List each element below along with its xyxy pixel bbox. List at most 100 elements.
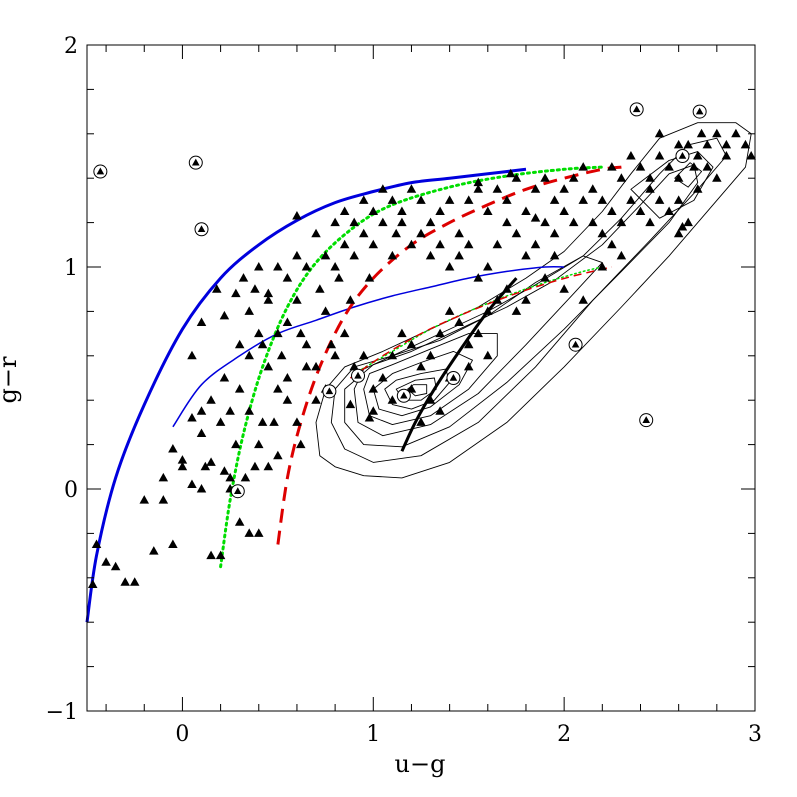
triangle-point: [483, 262, 493, 271]
triangle-point: [635, 206, 646, 215]
triangle-point: [492, 295, 503, 304]
triangle-point: [219, 373, 230, 382]
triangle-point: [654, 195, 665, 204]
triangle-point: [540, 273, 550, 282]
density-contour: [330, 137, 727, 463]
triangle-point: [257, 339, 268, 349]
x-tick-label: 2: [557, 722, 571, 747]
triangle-point: [689, 162, 699, 171]
triangle-point: [225, 406, 235, 415]
triangle-point: [358, 195, 369, 204]
density-contour: [315, 122, 752, 479]
triangle-point: [219, 310, 230, 320]
triangle-point: [387, 395, 398, 404]
triangle-point: [406, 339, 417, 349]
triangle-point: [559, 284, 569, 293]
triangle-point: [292, 250, 302, 260]
triangle-point: [320, 250, 331, 260]
triangle-point: [540, 217, 550, 227]
triangle-point: [273, 328, 283, 338]
triangle-point: [740, 139, 751, 149]
triangle-point: [559, 206, 569, 215]
triangle-point: [616, 250, 627, 260]
triangle-point: [254, 328, 264, 338]
triangle-point: [607, 162, 617, 171]
triangle-point: [673, 228, 684, 238]
triangle-point: [196, 484, 207, 493]
circled-triangle-point: [191, 158, 200, 166]
triangle-point: [677, 222, 688, 231]
triangle-point: [435, 206, 445, 215]
density-contour: [363, 333, 498, 426]
triangle-point: [502, 195, 512, 204]
triangle-point: [196, 317, 207, 326]
triangle-point: [692, 184, 703, 193]
triangle-point: [702, 162, 713, 171]
circled-triangle-point: [695, 107, 704, 115]
triangle-point: [645, 217, 655, 227]
triangle-point: [378, 217, 388, 227]
triangle-point: [473, 273, 484, 282]
triangle-point: [368, 406, 379, 415]
triangle-point: [244, 528, 254, 537]
y-tick-label: 0: [64, 478, 78, 503]
triangle-point: [444, 306, 455, 315]
triangle-point: [635, 162, 646, 171]
triangle-point: [240, 472, 251, 482]
triangle-point: [177, 461, 188, 471]
triangle-point: [702, 139, 713, 149]
triangle-point: [692, 151, 703, 160]
circled-triangle-point: [632, 105, 641, 113]
triangle-point: [254, 528, 264, 537]
triangle-point: [626, 151, 636, 160]
triangle-point: [168, 539, 178, 548]
triangle-point: [149, 546, 159, 555]
triangle-point: [273, 262, 283, 271]
triangle-point: [397, 206, 407, 215]
plot-frame: [86, 44, 756, 712]
triangle-point: [250, 284, 260, 293]
triangle-point: [254, 439, 264, 449]
triangle-point: [492, 184, 503, 193]
triangle-point: [215, 550, 226, 560]
density-contour: [407, 384, 428, 397]
data-points: [87, 102, 756, 588]
triangle-point: [334, 273, 344, 282]
triangle-point: [273, 450, 283, 460]
triangle-point: [339, 206, 350, 215]
triangle-point: [416, 195, 426, 204]
circled-triangle-point: [325, 387, 334, 395]
model-curve: [353, 266, 604, 375]
triangle-point: [387, 250, 398, 260]
triangle-point: [345, 399, 356, 409]
triangle-point: [654, 151, 665, 160]
triangle-point: [187, 412, 197, 422]
triangle-point: [238, 273, 249, 282]
triangle-point: [129, 577, 140, 586]
triangle-point: [616, 217, 627, 227]
density-contour: [353, 255, 603, 437]
circled-triangle-point: [197, 225, 206, 233]
triangle-point: [91, 539, 102, 548]
triangle-point: [645, 184, 655, 193]
triangle-point: [607, 206, 617, 215]
triangle-point: [250, 461, 260, 471]
triangle-point: [187, 350, 197, 360]
triangle-point: [349, 217, 359, 227]
triangle-point: [425, 395, 436, 404]
triangle-point: [158, 495, 169, 504]
model-curve: [172, 265, 565, 428]
triangle-point: [473, 177, 484, 187]
x-axis-label: u−g: [395, 750, 446, 778]
triangle-point: [276, 350, 287, 360]
triangle-point: [326, 339, 337, 349]
triangle-point: [301, 262, 312, 271]
triangle-point: [683, 139, 693, 149]
triangle-point: [530, 239, 541, 249]
triangle-point: [712, 128, 722, 138]
triangle-point: [110, 561, 121, 571]
circled-triangle-point: [678, 152, 687, 159]
triangle-point: [416, 361, 426, 371]
triangle-point: [483, 306, 493, 315]
tick-labels: 0 1 2 3 −1 0 1 2: [46, 34, 762, 747]
